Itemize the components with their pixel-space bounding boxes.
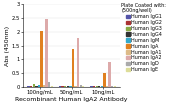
Bar (90, 86, 93, 87)
Bar (101, 86, 103, 87)
Bar (93, 86, 95, 87)
Bar (51, 86, 53, 87)
Bar (33, 84, 35, 87)
Bar (72, 49, 74, 87)
Bar (114, 86, 116, 87)
Bar (106, 86, 108, 87)
Bar (82, 86, 84, 87)
Bar (48, 82, 50, 87)
Bar (43, 85, 45, 87)
Bar (61, 86, 64, 87)
Bar (111, 86, 113, 87)
Bar (35, 86, 38, 87)
Bar (45, 19, 48, 87)
Bar (77, 38, 79, 87)
Bar (96, 86, 98, 87)
Bar (27, 86, 30, 87)
Bar (40, 31, 43, 87)
Y-axis label: Abs (450nm): Abs (450nm) (5, 26, 10, 66)
Bar (98, 86, 101, 87)
Bar (108, 62, 111, 87)
Bar (38, 85, 40, 87)
Bar (103, 73, 106, 87)
Bar (74, 86, 77, 87)
Legend: Human IgG1, Human IgG2, Human IgG3, Human IgG4, Human IgM, Human IgA, Human IgA1: Human IgG1, Human IgG2, Human IgG3, Huma… (121, 3, 166, 72)
Bar (64, 86, 66, 87)
Bar (69, 86, 72, 87)
X-axis label: Recombinant Human IgA2 Antibody: Recombinant Human IgA2 Antibody (15, 97, 128, 102)
Bar (59, 86, 61, 87)
Bar (30, 86, 32, 87)
Bar (67, 86, 69, 87)
Bar (79, 85, 82, 87)
